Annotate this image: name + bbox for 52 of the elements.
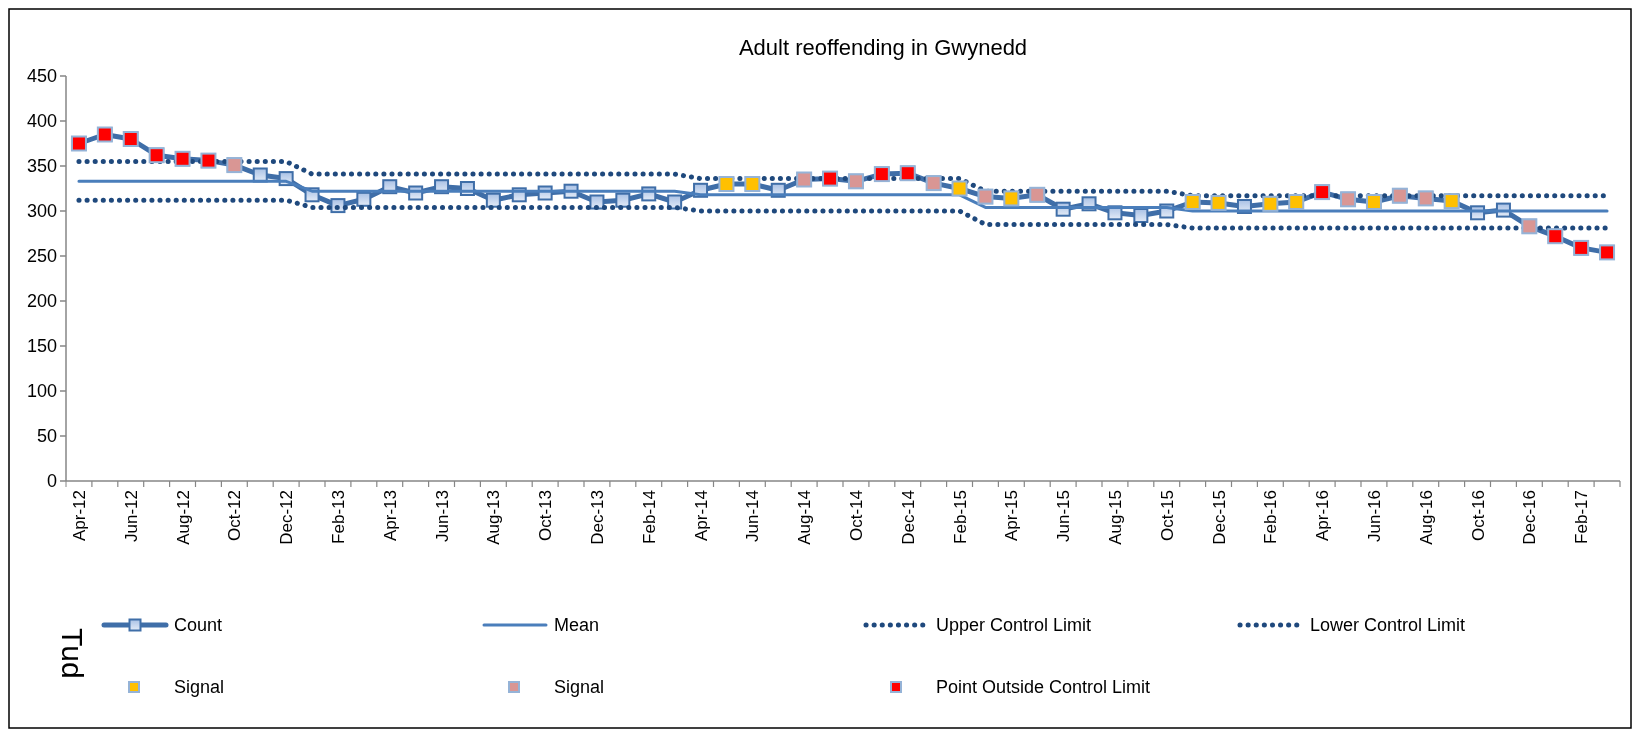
point [485, 192, 501, 208]
point [1133, 208, 1149, 223]
x-tick-label: Apr-14 [691, 490, 711, 542]
x-tick-label: Oct-13 [536, 490, 556, 542]
x-tick-label: Jun-14 [743, 490, 763, 542]
x-tick-label: Feb-13 [328, 490, 348, 544]
x-tick-label: Jun-12 [121, 490, 141, 542]
x-tick-label: Aug-14 [795, 490, 815, 545]
x-tick-label: Dec-14 [898, 490, 918, 545]
x-tick-label: Apr-12 [69, 490, 89, 542]
legend-label: Upper Control Limit [936, 615, 1092, 636]
x-tick-label: Apr-15 [1002, 490, 1022, 542]
x-tick-label: Oct-14 [846, 490, 866, 542]
x-tick-label: Aug-13 [484, 490, 504, 545]
y-tick-label: 100 [26, 381, 57, 402]
x-tick-label: Oct-12 [225, 490, 245, 542]
x-tick-label: Dec-16 [1520, 490, 1540, 545]
legend-label: Signal [174, 677, 225, 698]
x-tick-label: Feb-16 [1261, 490, 1281, 544]
x-tick-label: Jun-16 [1364, 490, 1384, 542]
y-tick-label: 250 [26, 246, 57, 267]
x-tick-label: Aug-15 [1105, 490, 1125, 545]
y-tick-label: 350 [26, 156, 57, 177]
legend-label: Point Outside Control Limit [936, 677, 1151, 698]
y-tick-label: 300 [26, 201, 57, 222]
y-tick-label: 400 [26, 111, 57, 132]
x-tick-label: Apr-13 [380, 490, 400, 542]
x-tick-label: Dec-13 [587, 490, 607, 545]
x-tick-label: Apr-16 [1313, 490, 1333, 542]
x-tick-label: Oct-16 [1468, 490, 1488, 542]
y-tick-label: 50 [36, 426, 57, 447]
x-tick-label: Jun-15 [1054, 490, 1074, 542]
x-tick-label: Oct-15 [1157, 490, 1177, 542]
x-tick-label: Feb-15 [950, 490, 970, 544]
y-tick-label: 450 [26, 66, 57, 87]
x-tick-label: Dec-15 [1209, 490, 1229, 545]
x-tick-label: Aug-16 [1416, 490, 1436, 545]
legend-label: Count [174, 615, 223, 636]
y-tick-label: 200 [26, 291, 57, 312]
legend-label: Lower Control Limit [1310, 615, 1466, 636]
x-tick-label: Feb-14 [639, 490, 659, 544]
text: Tud [56, 628, 89, 679]
legend-label: Signal [554, 677, 605, 698]
y-tick-label: 0 [46, 471, 57, 492]
x-tick-label: Aug-12 [173, 490, 193, 545]
x-tick-label: Feb-17 [1572, 490, 1592, 544]
y-tick-label: 150 [26, 336, 57, 357]
legend-label: Mean [554, 615, 600, 636]
chart-title: Adult reoffending in Gwynedd [738, 35, 1028, 60]
x-tick-label: Jun-13 [432, 490, 452, 542]
point [615, 192, 631, 208]
x-tick-label: Dec-12 [277, 490, 297, 545]
